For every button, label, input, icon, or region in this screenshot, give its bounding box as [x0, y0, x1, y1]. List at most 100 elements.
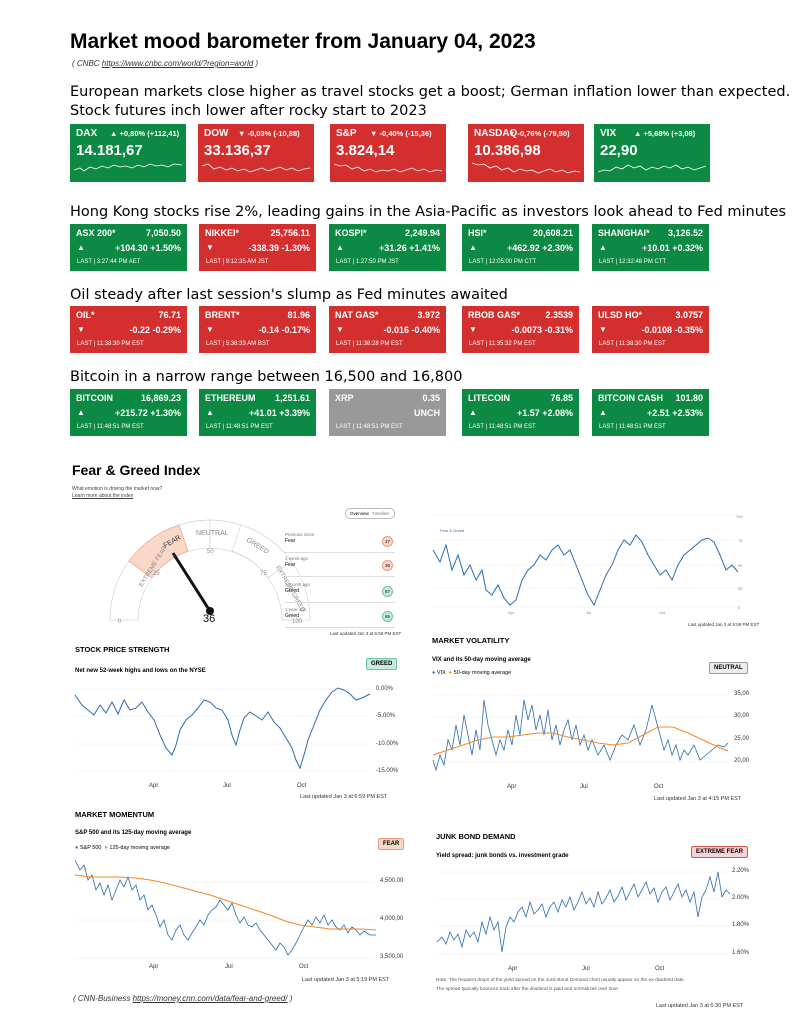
- axis-tick: Jul: [586, 610, 591, 615]
- tile-rbob[interactable]: RBOB GAS* 2.3539 ▼ -0.0073 -0.31% LAST | 1…: [462, 306, 579, 353]
- axis-tick: 75: [738, 538, 743, 543]
- headline-bitcoin: Bitcoin in a narrow range between 16,500…: [70, 369, 463, 385]
- tile-change: -0.22 -0.29%: [129, 325, 181, 335]
- tile-litecoin[interactable]: LITECOIN 76.85 ▲ +1.57 +2.08% LAST | 11:48…: [462, 389, 579, 436]
- tile-change: ▲ +5,68% (+3,08): [634, 129, 696, 138]
- tile-timestamp: LAST | 5:38:33 AM BST: [206, 341, 270, 347]
- tile-bitcoin-cash[interactable]: BITCOIN CASH 101.80 ▲ +2.51 +2.53% LAST | …: [592, 389, 709, 436]
- history-badge: 65: [382, 611, 393, 622]
- momentum-chart: [74, 859, 377, 959]
- sparkline: [334, 163, 442, 173]
- tile-xrp[interactable]: XRP 0.35 UNCH LAST | 11:48:51 PM EST: [329, 389, 446, 436]
- tile-shanghai[interactable]: SHANGHAI* 3,126.52 ▲ +10.01 +0.32% LAST | …: [592, 224, 709, 271]
- axis-tick: 1.60%: [732, 950, 750, 956]
- tile-hsi[interactable]: HSI* 20,608.21 ▲ +462.92 +2.30% LAST | 12:…: [462, 224, 579, 271]
- tile-value: 3.0757: [675, 310, 703, 320]
- source-prefix: ( CNBC: [72, 59, 102, 68]
- history-item: 1 month ago Greed 57: [285, 582, 395, 603]
- tile-name: BRENT*: [205, 310, 240, 320]
- tile-name: HSI*: [468, 228, 487, 238]
- axis-tick: Apr: [508, 966, 518, 972]
- legend-sp500: S&P 500: [79, 845, 102, 851]
- axis-tick: 30,00: [734, 713, 750, 719]
- panel-sub-stock-strength: Net new 52-week highs and lows on the NY…: [75, 668, 206, 674]
- axis-tick: Jul: [582, 966, 590, 972]
- stock-strength-chart: [74, 687, 371, 772]
- legend-ma125: 125-day moving average: [109, 845, 170, 851]
- history-badge: 36: [382, 560, 393, 571]
- tile-nasdaq[interactable]: NASDAQ ▼ -0,76% (-79,50) 10.386,98: [468, 124, 584, 182]
- tile-kospi[interactable]: KOSPI* 2,249.94 ▲ +31.26 +1.41% LAST | 1:2…: [329, 224, 446, 271]
- panel-title-stock-strength: STOCK PRICE STRENGTH: [75, 645, 170, 654]
- tile-change: ▼ -0,03% (-10,88): [238, 129, 300, 138]
- sparkline: [74, 163, 182, 172]
- history-item: 1 week ago Fear 36: [285, 556, 395, 577]
- up-arrow-icon: ▲: [206, 408, 214, 417]
- fear-greed-sub: What emotion is driving the market now?: [72, 486, 163, 492]
- source-suffix: ): [287, 994, 293, 1003]
- tile-value: 1,251.61: [274, 393, 310, 403]
- tile-value: 2.3539: [545, 310, 573, 320]
- tile-ulsd[interactable]: ULSD HO* 3.0757 ▼ -0.0108 -0.35% LAST | 11…: [592, 306, 709, 353]
- source-link[interactable]: https://money.cnn.com/data/fear-and-gree…: [132, 994, 288, 1003]
- tile-change: -338.39 -1.30%: [248, 243, 310, 253]
- tile-sp[interactable]: S&P ▼ -0,40% (-15,36) 3.824,14: [330, 124, 446, 182]
- tile-value: 0.35: [422, 393, 440, 403]
- tile-change: +31.26 +1.41%: [378, 243, 440, 253]
- tile-dax[interactable]: DAX ▲ +0,80% (+112,41) 14.181,67: [70, 124, 186, 182]
- tile-value: 76.71: [158, 310, 181, 320]
- panel-sub-volatility: VIX and its 50-day moving average: [432, 657, 531, 663]
- tile-value: 25,756.11: [270, 228, 310, 238]
- tile-timestamp: LAST | 11:48:51 PM EST: [206, 424, 273, 430]
- axis-tick: Oct: [299, 964, 309, 970]
- tile-change: -0.0108 -0.35%: [641, 325, 703, 335]
- tile-name: ULSD HO*: [598, 310, 643, 320]
- tile-vix[interactable]: VIX ▲ +5,68% (+3,08) 22,90: [594, 124, 710, 182]
- history-badge: 37: [382, 536, 393, 547]
- source-link[interactable]: https://www.cnbc.com/world/?region=world: [101, 59, 254, 68]
- history-label: 1 week ago: [285, 556, 309, 561]
- panel-updated: Last updated Jan 3 at 6:59 PM EST: [300, 794, 388, 800]
- learn-more-link[interactable]: Learn more about the index: [72, 493, 134, 499]
- panel-title-volatility: MARKET VOLATILITY: [432, 636, 510, 645]
- axis-tick: -15.00%: [376, 768, 399, 774]
- tile-timestamp: LAST | 1:27:50 PM JST: [336, 259, 399, 265]
- axis-tick: Apr: [149, 783, 159, 789]
- gauge-tick: 50: [207, 549, 214, 555]
- axis-tick: 1.80%: [732, 922, 750, 928]
- tile-oil[interactable]: OIL* 76.71 ▼ -0.22 -0.29% LAST | 11:38:30 …: [70, 306, 187, 353]
- tile-timestamp: LAST | 11:48:51 PM EST: [77, 424, 144, 430]
- panel-sub-junk: Yield spread: junk bonds vs. investment …: [436, 853, 569, 859]
- axis-tick: Apr: [508, 610, 515, 615]
- sparkline: [598, 164, 706, 173]
- history-item: 1 year ago Greed 65: [285, 607, 395, 628]
- tile-value: 22,90: [600, 142, 638, 159]
- tile-change: +462.92 +2.30%: [506, 243, 573, 253]
- status-badge: EXTREME FEAR: [691, 846, 749, 858]
- legend: ● VIX ● 50-day moving average: [432, 670, 511, 676]
- tile-brent[interactable]: BRENT* 81.96 ▼ -0.14 -0.17% LAST | 5:38:33…: [199, 306, 316, 353]
- tile-name: ASX 200*: [76, 228, 116, 238]
- tile-nikkei[interactable]: NIKKEI* 25,756.11 ▼ -338.39 -1.30% LAST | …: [199, 224, 316, 271]
- tile-timestamp: LAST | 3:27:44 PM AET: [77, 259, 141, 265]
- tab-timeline[interactable]: Timeline: [372, 510, 389, 516]
- tile-name: LITECOIN: [468, 393, 510, 403]
- tile-bitcoin[interactable]: BITCOIN 16,869.23 ▲ +215.72 +1.30% LAST | …: [70, 389, 187, 436]
- tab-overview[interactable]: Overview: [350, 510, 369, 516]
- axis-tick: -5.00%: [376, 713, 396, 719]
- tile-dow[interactable]: DOW ▼ -0,03% (-10,88) 33.136,37: [198, 124, 314, 182]
- tile-natgas[interactable]: NAT GAS* 3.972 ▼ -0.016 -0.40% LAST | 11:3…: [329, 306, 446, 353]
- tile-name: BITCOIN: [76, 393, 113, 403]
- legend: ● S&P 500 ● 125-day moving average: [75, 845, 170, 851]
- axis-tick: 2.20%: [732, 868, 750, 874]
- gauge-hub: [206, 607, 214, 615]
- axis-tick: Oct: [655, 966, 665, 972]
- axis-tick: Oct: [297, 783, 307, 789]
- panel-title-junk: JUNK BOND DEMAND: [436, 832, 516, 841]
- status-badge: GREED: [366, 658, 398, 670]
- tile-name: S&P: [336, 128, 357, 139]
- tile-ethereum[interactable]: ETHEREUM 1,251.61 ▲ +41.01 +3.39% LAST | 1…: [199, 389, 316, 436]
- tile-asx200[interactable]: ASX 200* 7,050.50 ▲ +104.30 +1.50% LAST | …: [70, 224, 187, 271]
- tile-change: +215.72 +1.30%: [114, 408, 181, 418]
- tile-name: NIKKEI*: [205, 228, 240, 238]
